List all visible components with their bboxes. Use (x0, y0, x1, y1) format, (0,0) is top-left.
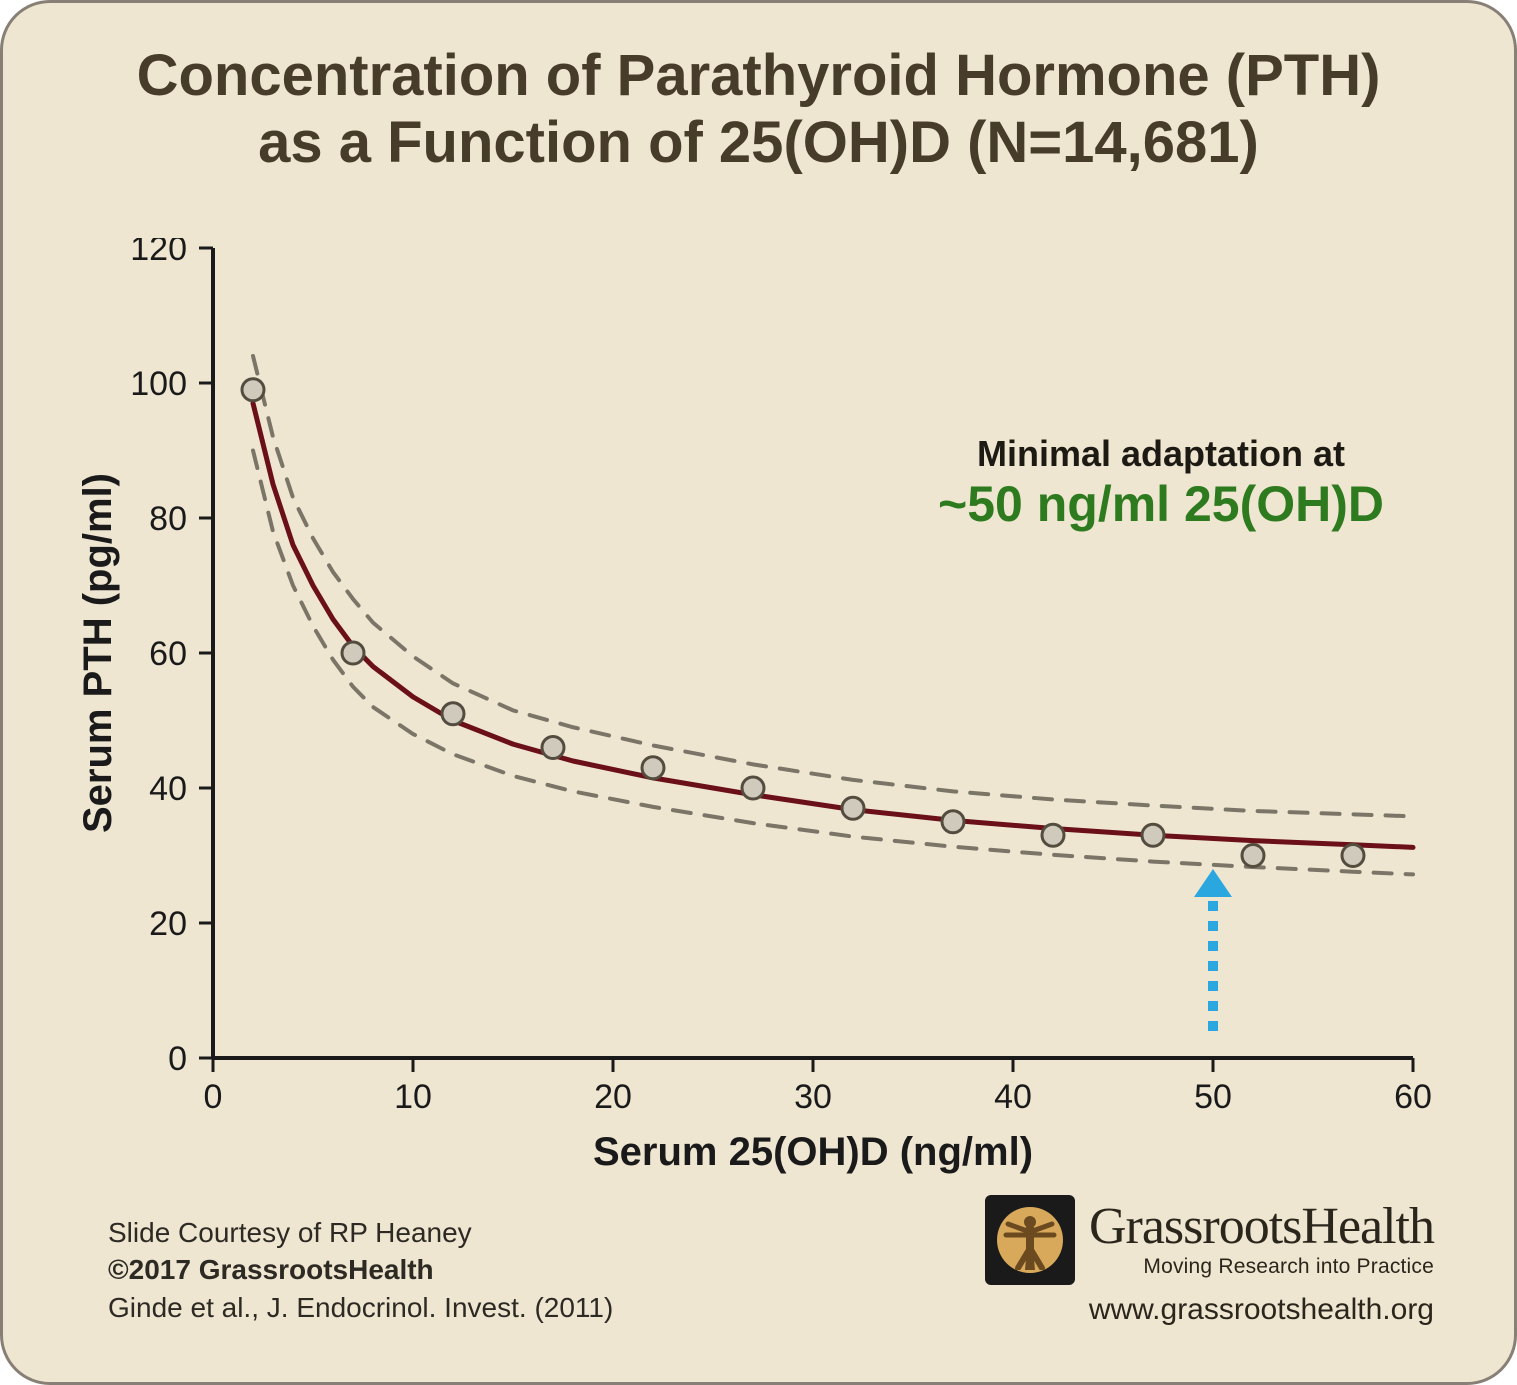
title-line-1: Concentration of Parathyroid Hormone (PT… (3, 43, 1514, 110)
credit-copyright: ©2017 GrassrootsHealth (108, 1251, 613, 1289)
credits-block: Slide Courtesy of RP Heaney ©2017 Grassr… (108, 1214, 613, 1327)
svg-text:20: 20 (149, 905, 187, 943)
credit-citation: Ginde et al., J. Endocrinol. Invest. (20… (108, 1289, 613, 1327)
brand-row: GrassrootsHealth Moving Research into Pr… (985, 1195, 1434, 1285)
brand-url: www.grassrootshealth.org (985, 1293, 1434, 1327)
vitruvian-figure-icon (1000, 1210, 1060, 1270)
brand-tagline: Moving Research into Practice (1089, 1255, 1434, 1279)
svg-text:30: 30 (794, 1078, 832, 1116)
annotation-line-2: ~50 ng/ml 25(OH)D (938, 475, 1384, 533)
annotation-line-1: Minimal adaptation at (938, 433, 1384, 475)
svg-text:Serum 25(OH)D (ng/ml): Serum 25(OH)D (ng/ml) (593, 1130, 1033, 1174)
brand-text: GrassrootsHealth Moving Research into Pr… (1089, 1201, 1434, 1279)
svg-text:40: 40 (994, 1078, 1032, 1116)
svg-text:80: 80 (149, 500, 187, 538)
brand-name: GrassrootsHealth (1089, 1201, 1434, 1253)
svg-text:60: 60 (1394, 1078, 1432, 1116)
credit-courtesy: Slide Courtesy of RP Heaney (108, 1214, 613, 1252)
svg-text:50: 50 (1194, 1078, 1232, 1116)
chart-annotation: Minimal adaptation at ~50 ng/ml 25(OH)D (938, 433, 1384, 533)
svg-text:100: 100 (130, 365, 187, 403)
svg-text:60: 60 (149, 635, 187, 673)
svg-text:0: 0 (204, 1078, 223, 1116)
svg-text:Serum PTH (pg/ml): Serum PTH (pg/ml) (76, 473, 120, 833)
title-line-2: as a Function of 25(OH)D (N=14,681) (3, 110, 1514, 177)
vitruvian-logo-icon (985, 1195, 1075, 1285)
chart-plot-area: 0 20 40 60 80 100 120 0 10 20 30 40 50 60 Serum 25(OH)… (73, 238, 1453, 1183)
svg-text:40: 40 (149, 770, 187, 808)
chart-svg: 0 20 40 60 80 100 120 0 10 20 30 40 50 60 Serum 25(OH)… (73, 238, 1453, 1183)
svg-text:10: 10 (394, 1078, 432, 1116)
brand-block: GrassrootsHealth Moving Research into Pr… (985, 1195, 1434, 1327)
svg-text:0: 0 (168, 1040, 187, 1078)
svg-text:120: 120 (130, 238, 187, 268)
svg-text:20: 20 (594, 1078, 632, 1116)
chart-card: Concentration of Parathyroid Hormone (PT… (0, 0, 1517, 1385)
chart-title: Concentration of Parathyroid Hormone (PT… (3, 43, 1514, 176)
